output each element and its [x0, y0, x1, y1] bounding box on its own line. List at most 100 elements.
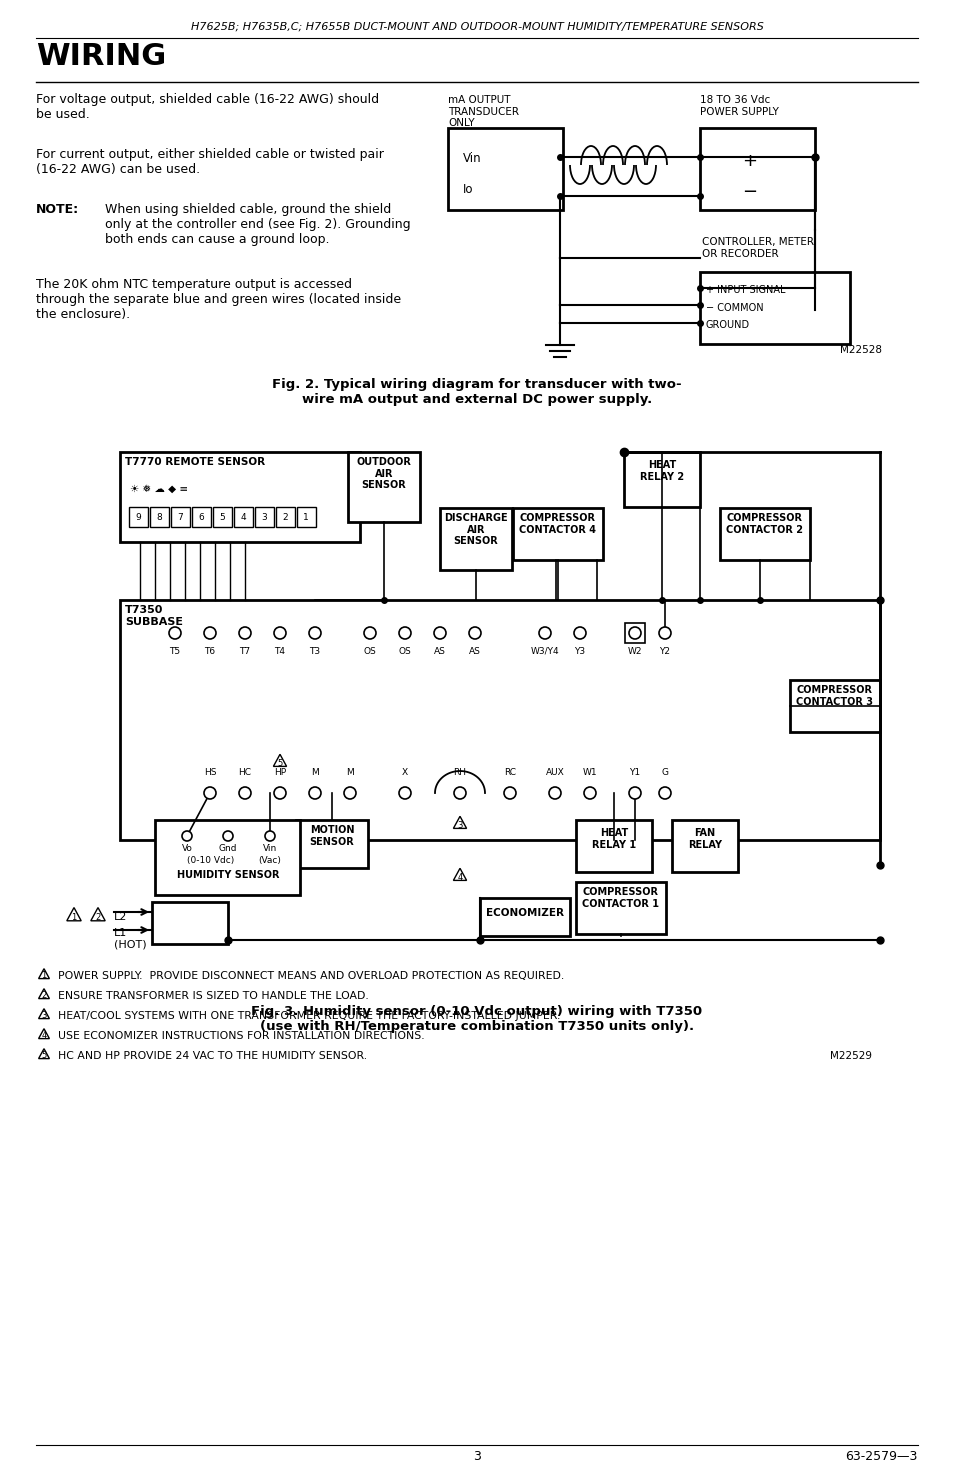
Bar	[576, 882, 665, 934]
Text: M: M	[311, 768, 318, 777]
Text: RH: RH	[453, 768, 466, 777]
Bar	[439, 507, 512, 569]
Circle shape	[434, 627, 446, 639]
Text: W1: W1	[582, 768, 597, 777]
Circle shape	[398, 627, 411, 639]
Text: Fig. 2. Typical wiring diagram for transducer with two-
wire mA output and exter: Fig. 2. Typical wiring diagram for trans…	[272, 378, 681, 406]
Text: Vo: Vo	[181, 844, 193, 853]
Text: 63-2579—3: 63-2579—3	[844, 1450, 917, 1463]
Text: H7625B; H7635B,C; H7655B DUCT-MOUNT AND OUTDOOR-MOUNT HUMIDITY/TEMPERATURE SENSO: H7625B; H7635B,C; H7655B DUCT-MOUNT AND …	[191, 22, 762, 32]
Circle shape	[344, 788, 355, 799]
Text: Gnd: Gnd	[218, 844, 237, 853]
Circle shape	[659, 788, 670, 799]
Text: ENSURE TRANSFORMER IS SIZED TO HANDLE THE LOAD.: ENSURE TRANSFORMER IS SIZED TO HANDLE TH…	[58, 991, 369, 1002]
Text: 2: 2	[282, 512, 288, 522]
Bar	[254, 507, 274, 527]
Text: HUMIDITY SENSOR: HUMIDITY SENSOR	[176, 870, 279, 881]
Circle shape	[274, 627, 286, 639]
Text: USE ECONOMIZER INSTRUCTIONS FOR INSTALLATION DIRECTIONS.: USE ECONOMIZER INSTRUCTIONS FOR INSTALLA…	[58, 1031, 424, 1041]
Text: POWER SUPPLY.  PROVIDE DISCONNECT MEANS AND OVERLOAD PROTECTION AS REQUIRED.: POWER SUPPLY. PROVIDE DISCONNECT MEANS A…	[58, 971, 563, 981]
Bar	[623, 451, 700, 507]
Bar	[171, 507, 190, 527]
Text: L1
(HOT): L1 (HOT)	[113, 928, 147, 950]
Bar	[624, 622, 644, 643]
Text: M: M	[346, 768, 354, 777]
Bar	[152, 903, 228, 944]
Text: COMPRESSOR
CONTACTOR 4: COMPRESSOR CONTACTOR 4	[519, 513, 596, 534]
Text: HC: HC	[238, 768, 252, 777]
Text: COMPRESSOR
CONTACTOR 1: COMPRESSOR CONTACTOR 1	[582, 886, 659, 909]
Text: Y3: Y3	[574, 648, 585, 656]
Bar	[120, 451, 359, 541]
Text: 3: 3	[41, 1012, 47, 1021]
Bar	[150, 507, 169, 527]
Text: 3: 3	[456, 820, 462, 829]
Text: mA OUTPUT
TRANSDUCER
ONLY: mA OUTPUT TRANSDUCER ONLY	[448, 94, 518, 128]
Bar	[479, 898, 569, 937]
Text: 7: 7	[177, 512, 183, 522]
Text: When using shielded cable, ground the shield
only at the controller end (see Fig: When using shielded cable, ground the sh…	[105, 204, 410, 246]
Circle shape	[503, 788, 516, 799]
Text: OUTDOOR
AIR
SENSOR: OUTDOOR AIR SENSOR	[356, 457, 411, 490]
Text: 9: 9	[135, 512, 141, 522]
Text: ☀ ❅ ☁ ◆ ≡: ☀ ❅ ☁ ◆ ≡	[130, 484, 188, 494]
Text: M22528: M22528	[840, 345, 882, 355]
Text: 8: 8	[156, 512, 162, 522]
Circle shape	[309, 788, 320, 799]
Circle shape	[182, 830, 192, 841]
Text: DISCHARGE
AIR
SENSOR: DISCHARGE AIR SENSOR	[444, 513, 507, 546]
Text: RC: RC	[503, 768, 516, 777]
Text: HEAT/COOL SYSTEMS WITH ONE TRANSFORMER REQUIRE THE FACTORY-INSTALLED JUMPER.: HEAT/COOL SYSTEMS WITH ONE TRANSFORMER R…	[58, 1010, 559, 1021]
Text: X: X	[401, 768, 408, 777]
Text: 5: 5	[277, 758, 282, 767]
Text: + INPUT SIGNAL: + INPUT SIGNAL	[705, 285, 784, 295]
Bar	[154, 820, 299, 895]
Text: COMPRESSOR
CONTACTOR 3: COMPRESSOR CONTACTOR 3	[796, 684, 873, 707]
Text: 1: 1	[41, 972, 47, 981]
Circle shape	[169, 627, 181, 639]
Text: For voltage output, shielded cable (16-22 AWG) should
be used.: For voltage output, shielded cable (16-2…	[36, 93, 378, 121]
Text: 4: 4	[41, 1031, 47, 1040]
Text: T6: T6	[204, 648, 215, 656]
Bar	[576, 820, 651, 872]
Circle shape	[574, 627, 585, 639]
Circle shape	[309, 627, 320, 639]
Text: L2: L2	[113, 912, 128, 922]
Text: 1: 1	[303, 512, 309, 522]
Text: T4: T4	[274, 648, 285, 656]
Circle shape	[628, 788, 640, 799]
Circle shape	[548, 788, 560, 799]
Text: Y1: Y1	[629, 768, 639, 777]
Text: ECONOMIZER: ECONOMIZER	[485, 909, 563, 917]
Bar	[120, 600, 879, 839]
Text: CONTROLLER, METER
OR RECORDER: CONTROLLER, METER OR RECORDER	[701, 237, 813, 258]
Bar	[513, 507, 602, 560]
Text: T7770 REMOTE SENSOR: T7770 REMOTE SENSOR	[125, 457, 265, 468]
Bar	[348, 451, 419, 522]
Bar	[789, 680, 879, 732]
Text: WIRING: WIRING	[36, 41, 166, 71]
Text: 1: 1	[71, 913, 76, 922]
Text: T3: T3	[309, 648, 320, 656]
Circle shape	[583, 788, 596, 799]
Circle shape	[454, 788, 465, 799]
Circle shape	[204, 788, 215, 799]
Text: GROUND: GROUND	[705, 320, 749, 330]
Text: (0-10 Vdc): (0-10 Vdc)	[187, 855, 234, 864]
Bar	[700, 128, 814, 209]
Circle shape	[364, 627, 375, 639]
Text: 3: 3	[473, 1450, 480, 1463]
Text: The 20K ohm NTC temperature output is accessed
through the separate blue and gre: The 20K ohm NTC temperature output is ac…	[36, 277, 400, 322]
Text: HP: HP	[274, 768, 286, 777]
Text: T5: T5	[170, 648, 180, 656]
Circle shape	[265, 830, 274, 841]
Text: For current output, either shielded cable or twisted pair
(16-22 AWG) can be use: For current output, either shielded cabl…	[36, 148, 383, 176]
Text: AS: AS	[469, 648, 480, 656]
Bar	[671, 820, 738, 872]
Circle shape	[223, 830, 233, 841]
Text: Y2: Y2	[659, 648, 670, 656]
Bar	[700, 271, 849, 344]
Bar	[213, 507, 232, 527]
Text: T7350
SUBBASE: T7350 SUBBASE	[125, 605, 183, 627]
Circle shape	[239, 627, 251, 639]
